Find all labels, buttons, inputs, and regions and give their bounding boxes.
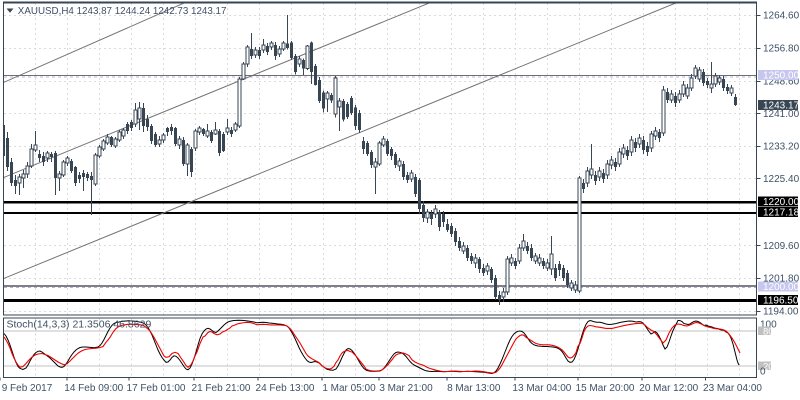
svg-text:15 Mar 20:00: 15 Mar 20:00 — [576, 383, 635, 394]
svg-text:1241.00: 1241.00 — [763, 109, 800, 120]
svg-text:1250.00: 1250.00 — [763, 70, 800, 81]
svg-text:8 Mar 13:00: 8 Mar 13:00 — [447, 383, 501, 394]
svg-text:1200.00: 1200.00 — [763, 282, 800, 293]
svg-text:1243.17: 1243.17 — [763, 100, 800, 111]
svg-text:14 Feb 09:00: 14 Feb 09:00 — [64, 383, 123, 394]
svg-text:100: 100 — [760, 320, 777, 331]
svg-text:1248.60: 1248.60 — [763, 77, 800, 88]
svg-text:20: 20 — [763, 361, 774, 372]
svg-text:9 Feb 2017: 9 Feb 2017 — [2, 383, 53, 394]
svg-text:20 Mar 12:00: 20 Mar 12:00 — [639, 383, 698, 394]
svg-text:1256.80: 1256.80 — [763, 44, 800, 55]
svg-text:3 Mar 21:00: 3 Mar 21:00 — [379, 383, 433, 394]
svg-text:Stoch(14,3,3) 21.3506 46.8629: Stoch(14,3,3) 21.3506 46.8629 — [7, 318, 152, 330]
svg-text:1264.60: 1264.60 — [763, 11, 800, 22]
svg-text:XAUUSD,H4 1243.87 1244.24 124: XAUUSD,H4 1243.87 1244.24 1242.73 1243.1… — [18, 6, 227, 17]
svg-text:23 Mar 04:00: 23 Mar 04:00 — [703, 383, 762, 394]
svg-text:24 Feb 13:00: 24 Feb 13:00 — [256, 383, 315, 394]
svg-text:21 Feb 21:00: 21 Feb 21:00 — [192, 383, 251, 394]
svg-text:1 Mar 05:00: 1 Mar 05:00 — [322, 383, 376, 394]
svg-text:1209.60: 1209.60 — [763, 241, 800, 252]
svg-text:17 Feb 01:00: 17 Feb 01:00 — [127, 383, 186, 394]
svg-text:1201.80: 1201.80 — [763, 274, 800, 285]
svg-text:1194.00: 1194.00 — [763, 307, 799, 318]
svg-text:1225.40: 1225.40 — [763, 174, 800, 185]
svg-text:0: 0 — [760, 367, 766, 378]
svg-text:1217.18: 1217.18 — [763, 207, 800, 218]
svg-text:13 Mar 04:00: 13 Mar 04:00 — [512, 383, 571, 394]
svg-text:1196.50: 1196.50 — [763, 296, 799, 307]
svg-text:1233.20: 1233.20 — [763, 142, 800, 153]
svg-text:80: 80 — [763, 326, 774, 337]
svg-text:1220.00: 1220.00 — [763, 197, 800, 208]
